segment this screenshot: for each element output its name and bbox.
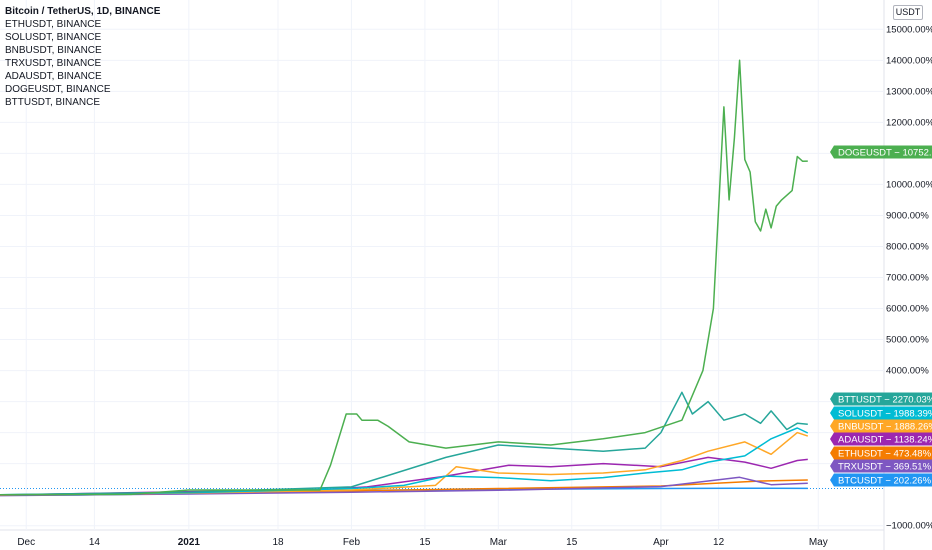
tag-label-adausdt: ADAUSDT − 1138.24%	[838, 435, 932, 446]
series-line-solusdt	[0, 427, 809, 496]
tag-bg-solusdt	[830, 406, 932, 420]
series-lines	[0, 59, 809, 497]
legend-item-bnb[interactable]: BNBUSDT, BINANCE	[5, 45, 102, 56]
x-tick-label: 14	[89, 537, 101, 548]
series-line-trxusdt	[0, 476, 808, 497]
tag-bg-bnbusdt	[830, 419, 932, 433]
y-tick-label: 15000.00%	[886, 24, 932, 35]
tag-label-solusdt: SOLUSDT − 1988.39%	[838, 409, 932, 420]
tag-label-ethusdt: ETHUSDT − 473.48%	[838, 449, 932, 460]
tag-bg-btcusdt	[830, 473, 932, 487]
x-tick-label: 15	[566, 537, 578, 548]
x-tick-label: Apr	[653, 537, 669, 548]
series-line-bnbusdt	[0, 431, 809, 496]
x-axis: Dec 14 2021 18 Feb 15 Mar 15 Apr 12 May	[17, 537, 827, 548]
y-tick-label: 9000.00%	[886, 210, 929, 221]
x-tick-label: 2021	[178, 537, 201, 548]
x-tick-label: 18	[272, 537, 284, 548]
legend-item-doge[interactable]: DOGEUSDT, BINANCE	[5, 84, 111, 95]
legend-item-btt[interactable]: BTTUSDT, BINANCE	[5, 97, 101, 108]
x-tick-label: 12	[713, 537, 725, 548]
x-tick-label: Feb	[343, 537, 361, 548]
y-tick-label: 7000.00%	[886, 273, 929, 284]
y-tick-label: 14000.00%	[886, 55, 932, 66]
legend-item-ada[interactable]: ADAUSDT, BINANCE	[5, 71, 102, 82]
grid	[0, 0, 885, 550]
legend-item-eth[interactable]: ETHUSDT, BINANCE	[5, 19, 102, 30]
legend-item-sol[interactable]: SOLUSDT, BINANCE	[5, 32, 102, 43]
tag-label-bttusdt: BTTUSDT − 2270.03%	[838, 395, 932, 406]
tag-bg-ethusdt	[830, 446, 932, 460]
tag-label-btcusdt: BTCUSDT − 202.26%	[838, 476, 932, 487]
series-line-dogeusdt	[0, 59, 808, 496]
legend-main-symbol[interactable]: Bitcoin / TetherUS, 1D, BINANCE	[5, 6, 161, 17]
x-tick-label: Mar	[490, 537, 508, 548]
x-tick-label: Dec	[17, 537, 35, 548]
y-tick-label: 13000.00%	[886, 86, 932, 97]
tag-label-bnbusdt: BNBUSDT − 1888.26%	[838, 422, 932, 433]
tag-bg-dogeusdt	[830, 145, 932, 159]
tag-label-dogeusdt: DOGEUSDT − 10752.14%	[838, 148, 932, 159]
y-tick-label: 6000.00%	[886, 304, 929, 315]
tag-bg-bttusdt	[830, 392, 932, 406]
tag-label-trxusdt: TRXUSDT − 369.51%	[838, 462, 932, 473]
currency-unit-button[interactable]: USDT	[893, 5, 923, 20]
legend: Bitcoin / TetherUS, 1D, BINANCE ETHUSDT,…	[5, 5, 160, 109]
series-line-bttusdt	[0, 391, 808, 496]
y-tick-label: 10000.00%	[886, 179, 932, 190]
y-tick-label: 12000.00%	[886, 117, 932, 128]
y-tick-label: −1000.00%	[886, 521, 932, 532]
last-value-tags: DOGEUSDT − 10752.14% BTTUSDT − 2270.03% SO…	[830, 145, 932, 487]
tag-bg-adausdt	[830, 432, 932, 446]
y-tick-label: 8000.00%	[886, 241, 929, 252]
y-tick-label: 5000.00%	[886, 335, 929, 346]
y-tick-label: 4000.00%	[886, 366, 929, 377]
legend-item-trx[interactable]: TRXUSDT, BINANCE	[5, 58, 102, 69]
x-tick-label: May	[809, 537, 828, 548]
x-tick-label: 15	[419, 537, 431, 548]
tag-bg-trxusdt	[830, 459, 932, 473]
